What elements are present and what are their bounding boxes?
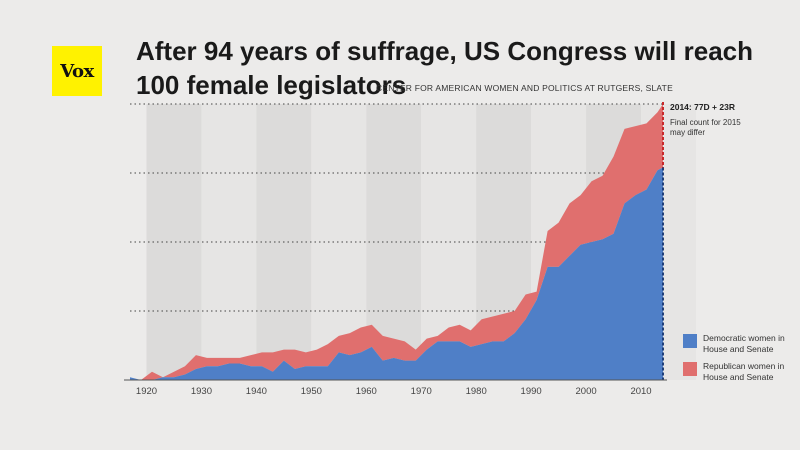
x-tick-label: 1990 (521, 386, 542, 397)
annotation-note: Final count for 2015 may differ (670, 118, 741, 137)
x-tick-label: 1950 (301, 386, 322, 397)
x-tick-label: 1970 (411, 386, 432, 397)
legend-item-democratic: Democratic women in House and Senate (683, 333, 800, 355)
annotation-title: 2014: 77D + 23R (670, 102, 735, 112)
x-tick-label: 1920 (136, 386, 157, 397)
x-tick-label: 1960 (356, 386, 377, 397)
series-area-democratic (130, 167, 663, 380)
decade-band (146, 104, 202, 380)
logo-text: Vox (60, 60, 94, 82)
legend-swatch-democratic (683, 334, 697, 348)
series-area-republican (130, 104, 663, 380)
x-tick-label: 2010 (630, 386, 651, 397)
chart-title-line1: After 94 years of suffrage, US Congress … (136, 36, 753, 66)
legend-swatch-republican (683, 362, 697, 376)
vox-logo: Vox (52, 46, 102, 96)
legend-item-republican: Republican women in House and Senate (683, 361, 800, 383)
x-tick-label: 1980 (466, 386, 487, 397)
legend-label-republican: Republican women in House and Senate (703, 361, 785, 382)
x-tick-label: 2000 (576, 386, 597, 397)
x-tick-label: 1930 (191, 386, 212, 397)
legend-label-democratic: Democratic women in House and Senate (703, 333, 785, 354)
chart-title-line2: 100 female legislators (136, 70, 407, 100)
x-tick-label: 1940 (246, 386, 267, 397)
chart-source: CENTER FOR AMERICAN WOMEN AND POLITICS A… (376, 83, 673, 93)
